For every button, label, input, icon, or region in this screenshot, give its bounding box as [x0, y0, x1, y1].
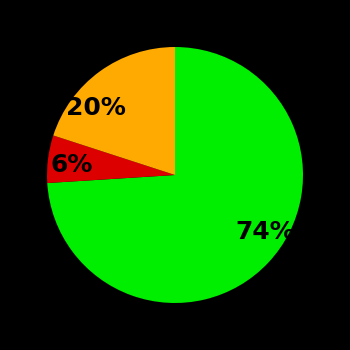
Wedge shape [47, 135, 175, 183]
Wedge shape [53, 47, 175, 175]
Text: 74%: 74% [236, 220, 295, 244]
Wedge shape [47, 47, 303, 303]
Text: 6%: 6% [50, 153, 92, 176]
Text: 20%: 20% [66, 96, 126, 120]
